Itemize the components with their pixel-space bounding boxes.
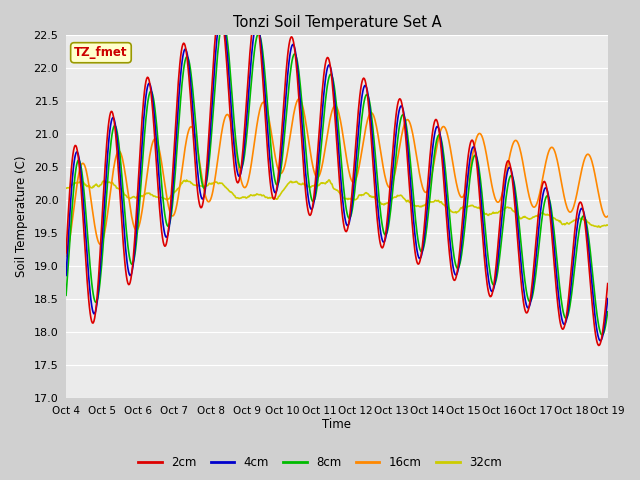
8cm [219, 19, 227, 25]
4cm [128, 270, 136, 276]
2cm [72, 143, 80, 148]
16cm [62, 253, 70, 259]
4cm [604, 296, 612, 301]
32cm [596, 225, 604, 230]
4cm [211, 56, 219, 61]
4cm [419, 244, 427, 250]
Line: 2cm: 2cm [66, 9, 608, 346]
X-axis label: Time: Time [323, 419, 351, 432]
2cm [211, 35, 219, 40]
32cm [128, 195, 136, 201]
4cm [596, 338, 604, 344]
16cm [604, 213, 612, 219]
16cm [183, 136, 191, 142]
16cm [403, 117, 411, 122]
16cm [419, 186, 427, 192]
32cm [211, 179, 219, 185]
8cm [72, 167, 80, 172]
8cm [183, 54, 191, 60]
Line: 8cm: 8cm [66, 22, 608, 335]
8cm [211, 81, 219, 86]
2cm [62, 250, 70, 256]
32cm [419, 203, 427, 208]
32cm [72, 180, 80, 186]
8cm [128, 261, 136, 267]
2cm [183, 51, 191, 57]
4cm [183, 48, 191, 54]
2cm [595, 343, 602, 348]
16cm [295, 96, 303, 102]
Text: TZ_fmet: TZ_fmet [74, 46, 128, 59]
32cm [62, 185, 70, 191]
16cm [128, 214, 136, 219]
Line: 4cm: 4cm [66, 15, 608, 341]
16cm [72, 190, 80, 195]
32cm [403, 198, 411, 204]
8cm [403, 130, 411, 135]
Y-axis label: Soil Temperature (C): Soil Temperature (C) [15, 156, 28, 277]
Line: 32cm: 32cm [66, 180, 608, 228]
2cm [128, 271, 136, 277]
8cm [598, 332, 606, 338]
16cm [211, 175, 219, 180]
2cm [419, 236, 427, 242]
8cm [419, 246, 427, 252]
32cm [183, 177, 191, 183]
32cm [325, 177, 333, 183]
4cm [218, 12, 225, 18]
4cm [62, 273, 70, 278]
4cm [72, 150, 80, 156]
8cm [604, 309, 612, 315]
8cm [62, 292, 70, 298]
Title: Tonzi Soil Temperature Set A: Tonzi Soil Temperature Set A [232, 15, 441, 30]
32cm [604, 222, 612, 228]
2cm [216, 6, 223, 12]
Line: 16cm: 16cm [66, 99, 608, 256]
4cm [403, 140, 411, 146]
2cm [604, 281, 612, 287]
2cm [403, 155, 411, 160]
Legend: 2cm, 4cm, 8cm, 16cm, 32cm: 2cm, 4cm, 8cm, 16cm, 32cm [134, 452, 506, 474]
